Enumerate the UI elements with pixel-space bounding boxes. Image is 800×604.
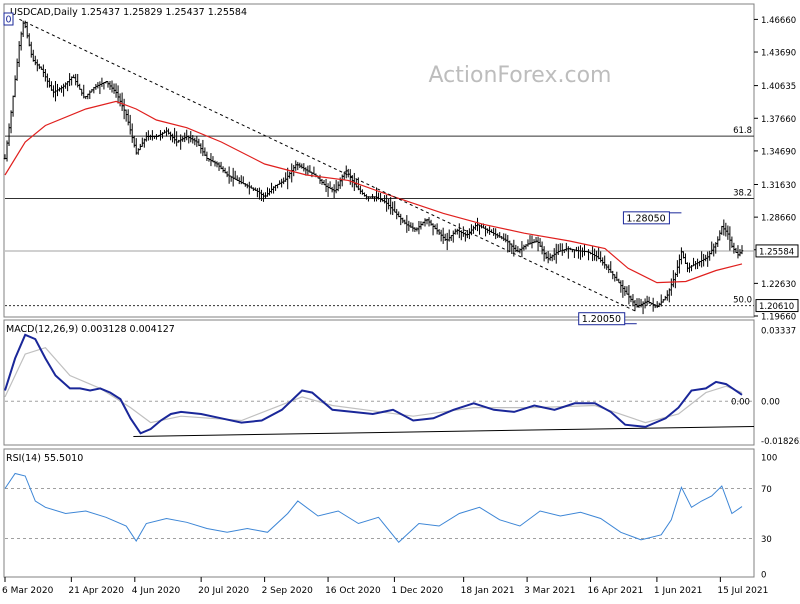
- macd-axis-label: 0.00: [761, 398, 780, 408]
- macd-line: [4, 333, 743, 435]
- x-axis-tick-label: 21 Apr 2020: [68, 586, 124, 596]
- price-panel-frame: [3, 3, 755, 318]
- x-axis-tick-label: 4 Jun 2020: [132, 586, 181, 596]
- macd-axis-label: 0.03337: [761, 326, 796, 336]
- price-tag-box: [755, 299, 799, 313]
- rsi-axis-label: 100: [761, 454, 777, 464]
- corner-label: 0: [6, 15, 12, 26]
- rsi-axis-label: 0: [761, 571, 766, 581]
- price-tag-box: [755, 244, 799, 258]
- y-axis-labels: 1.46660 1.43690 1.40635 1.37660 1.34690 1.316…: [754, 16, 799, 323]
- x-axis: 6 Mar 2020 21 Apr 2020 4 Jun 2020 20 Jul 20…: [2, 577, 768, 596]
- corner-label-box: [3, 12, 14, 26]
- y-axis-tick-label: 1.43690: [761, 49, 796, 59]
- price-annotations: 1.28050 1.20050: [578, 211, 682, 326]
- x-axis-tick-label: 16 Oct 2020: [325, 586, 381, 596]
- x-axis-tick-label: 3 Mar 2021: [524, 586, 575, 596]
- watermark-text: ActionForex.com: [429, 63, 612, 88]
- y-axis-tick-label: 1.28660: [761, 214, 796, 224]
- y-axis-tick-label: 1.46660: [761, 16, 796, 26]
- annotation-box: [578, 312, 626, 326]
- x-axis-tick-label: 15 Jul 2021: [717, 586, 768, 596]
- y-axis-tick-label: 1.40635: [761, 82, 796, 92]
- x-axis-tick-label: 20 Jul 2020: [198, 586, 249, 596]
- x-axis-tick-label: 16 Apr 2021: [588, 586, 644, 596]
- macd-layer: 0.03337 0.00 -0.018262 0.00: [4, 326, 800, 447]
- y-axis-tick-label: 1.19660: [761, 313, 796, 323]
- rsi-panel-frame: [3, 448, 755, 578]
- price-panel-header: USDCAD,Daily 1.25437 1.25829 1.25437 1.2…: [10, 7, 247, 18]
- x-axis-tick-label: 6 Mar 2020: [2, 586, 54, 596]
- rsi-layer: 100 70 30 0: [4, 454, 777, 581]
- price-level-lines: 61.8 38.2 50.0: [5, 126, 754, 307]
- rsi-axis-label: 70: [761, 485, 772, 495]
- moving-average-layer: [4, 100, 743, 284]
- macd-panel-header: MACD(12,26,9) 0.003128 0.004127: [6, 324, 175, 335]
- y-axis-tick-label: 1.34690: [761, 147, 796, 157]
- x-axis-tick-label: 1 Dec 2020: [391, 586, 443, 596]
- fib-level-label: 61.8: [733, 126, 752, 136]
- rsi-axis-label: 30: [761, 535, 772, 545]
- price-tag-label: 1.25584: [759, 247, 794, 257]
- x-axis-tick-label: 2 Sep 2020: [262, 586, 314, 596]
- y-axis-tick-label: 1.22630: [761, 280, 796, 290]
- macd-value-label: 0.00: [731, 398, 750, 408]
- macd-axis-label: -0.018262: [761, 437, 800, 447]
- annotation-label: 1.28050: [626, 213, 665, 224]
- annotation-box: [622, 211, 670, 225]
- y-axis-tick-label: 1.37660: [761, 115, 796, 125]
- macd-panel-frame: [3, 319, 755, 446]
- x-axis-tick-label: 1 Jun 2021: [654, 586, 702, 596]
- x-axis-tick-label: 18 Jan 2021: [461, 586, 515, 596]
- price-bars: [3, 20, 744, 315]
- fib-level-label: 50.0: [733, 296, 752, 306]
- y-axis-tick-label: 1.31630: [761, 181, 796, 191]
- rsi-panel-header: RSI(14) 55.5010: [6, 453, 83, 464]
- moving-average-line: [4, 100, 743, 284]
- rsi-line: [4, 472, 743, 544]
- price-tag-label: 1.20610: [759, 302, 794, 312]
- fib-level-label: 38.2: [733, 188, 752, 198]
- macd-trendline: [133, 425, 755, 438]
- macd-signal-line: [4, 347, 743, 424]
- annotation-label: 1.20050: [582, 314, 621, 325]
